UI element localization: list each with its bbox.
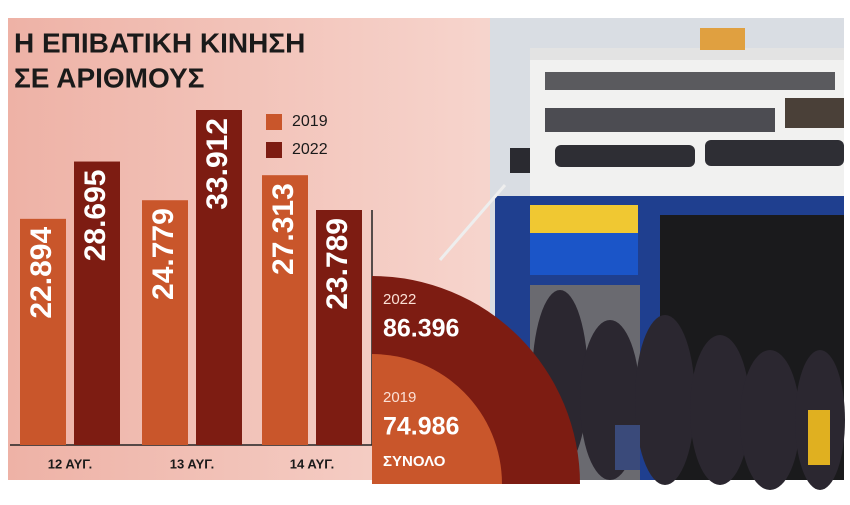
total-year: 2022 <box>383 291 416 308</box>
legend-swatch <box>266 142 282 158</box>
x-tick-label: 14 ΑΥΓ. <box>290 456 334 471</box>
total-value: 74.986 <box>383 413 459 441</box>
value-label: 33.912 <box>201 118 234 210</box>
bar <box>142 200 188 445</box>
title-line: Η ΕΠΙΒΑΤΙΚΗ ΚΙΝΗΣΗ <box>14 27 305 58</box>
legend-label: 2019 <box>292 113 328 130</box>
value-label: 28.695 <box>79 170 112 262</box>
bar <box>196 110 242 445</box>
total-arc <box>372 354 502 484</box>
bar <box>74 161 120 445</box>
title-line: ΣΕ ΑΡΙΘΜΟΥΣ <box>14 62 204 93</box>
total-value: 86.396 <box>383 315 459 343</box>
bar <box>262 175 308 445</box>
value-label: 22.894 <box>25 227 58 319</box>
value-label: 23.789 <box>321 218 354 310</box>
legend-label: 2022 <box>292 141 328 158</box>
value-label: 24.779 <box>147 208 180 300</box>
value-label: 27.313 <box>267 183 300 275</box>
x-tick-label: 13 ΑΥΓ. <box>170 456 214 471</box>
x-tick-label: 12 ΑΥΓ. <box>48 456 92 471</box>
legend-swatch <box>266 114 282 130</box>
total-year: 2019 <box>383 389 416 406</box>
bar <box>316 210 362 445</box>
total-label: ΣΥΝΟΛΟ <box>383 453 446 470</box>
title: Η ΕΠΙΒΑΤΙΚΗ ΚΙΝΗΣΗ ΣΕ ΑΡΙΘΜΟΥΣ <box>14 27 305 93</box>
bar <box>20 218 66 445</box>
